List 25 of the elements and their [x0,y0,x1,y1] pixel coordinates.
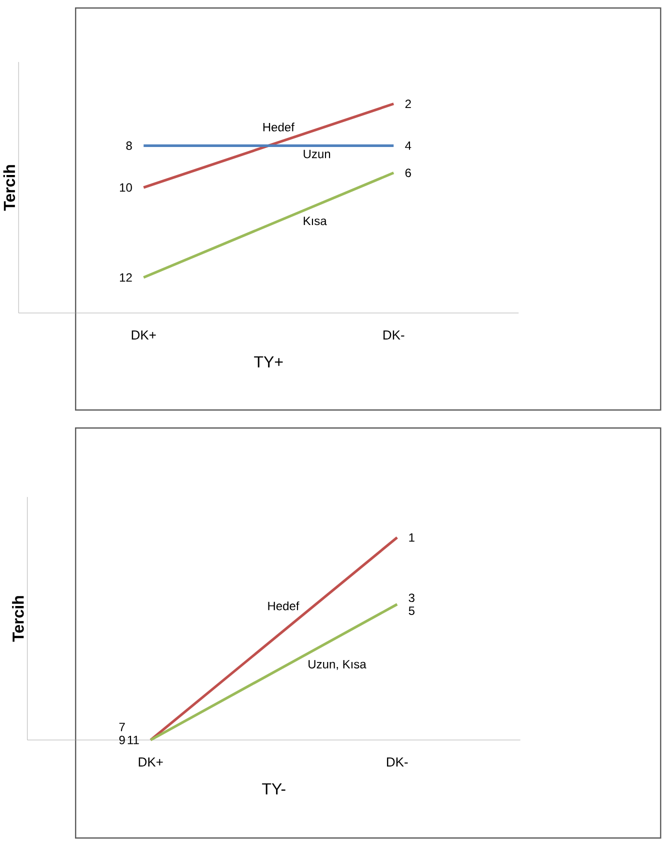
annotation: 12 [120,273,132,282]
series-label: Uzun, Kısa [308,660,367,670]
series-label: Kısa [304,216,328,226]
y-axis-title: Tercih [4,165,16,211]
annotation: 7 [120,722,125,732]
annotation: 9 [119,736,126,744]
annotation: 5 [408,606,415,615]
x-tick-label: DK+ [139,758,163,766]
x-axis-title: TY- [262,783,286,794]
annotation: 2 [406,100,412,108]
annotation: 3 [408,594,415,602]
annotation: 10 [120,183,132,192]
x-axis-title: TY+ [254,356,283,368]
y-axis-title: Tercih [12,596,24,642]
x-tick-label: DK- [387,758,408,766]
series-label: Hedef [268,601,300,610]
x-tick-label: DK- [384,330,404,340]
annotation: 8 [126,141,132,150]
annotation: 4 [405,142,412,150]
annotation: 6 [406,168,412,178]
annotation: 1 [409,533,415,542]
series-label: Hedef [264,122,295,132]
series-label: Uzun [304,150,330,158]
annotation: 11 [128,736,140,744]
x-tick-label: DK+ [132,330,156,340]
